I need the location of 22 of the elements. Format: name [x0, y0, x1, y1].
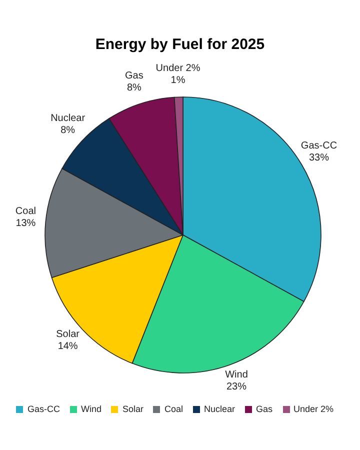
slice-label: Gas	[125, 70, 144, 82]
slice-label: Wind	[225, 370, 248, 381]
legend-label: Nuclear	[204, 404, 236, 414]
data-label: 1%	[170, 75, 186, 86]
legend-label: Wind	[80, 404, 102, 414]
legend-label: Coal	[164, 404, 183, 414]
legend-label: Gas	[256, 404, 273, 414]
slice-label: Solar	[56, 329, 80, 340]
data-label: 33%	[308, 152, 330, 164]
legend-label: Under 2%	[294, 404, 334, 414]
slice-label: Under 2%	[156, 63, 200, 74]
data-label: 23%	[226, 382, 247, 393]
slice-label: Gas-CC	[300, 140, 338, 152]
slice-label: Coal	[15, 206, 36, 218]
slice-label: Nuclear	[50, 112, 86, 124]
chart-title: Energy by Fuel for 2025	[94, 36, 266, 53]
data-label: 14%	[58, 341, 78, 352]
data-label: 8%	[126, 82, 142, 94]
legend-label: Gas-CC	[27, 404, 60, 414]
data-label: 8%	[60, 124, 76, 136]
data-label: 13%	[16, 218, 36, 230]
legend-label: Solar	[122, 404, 144, 414]
